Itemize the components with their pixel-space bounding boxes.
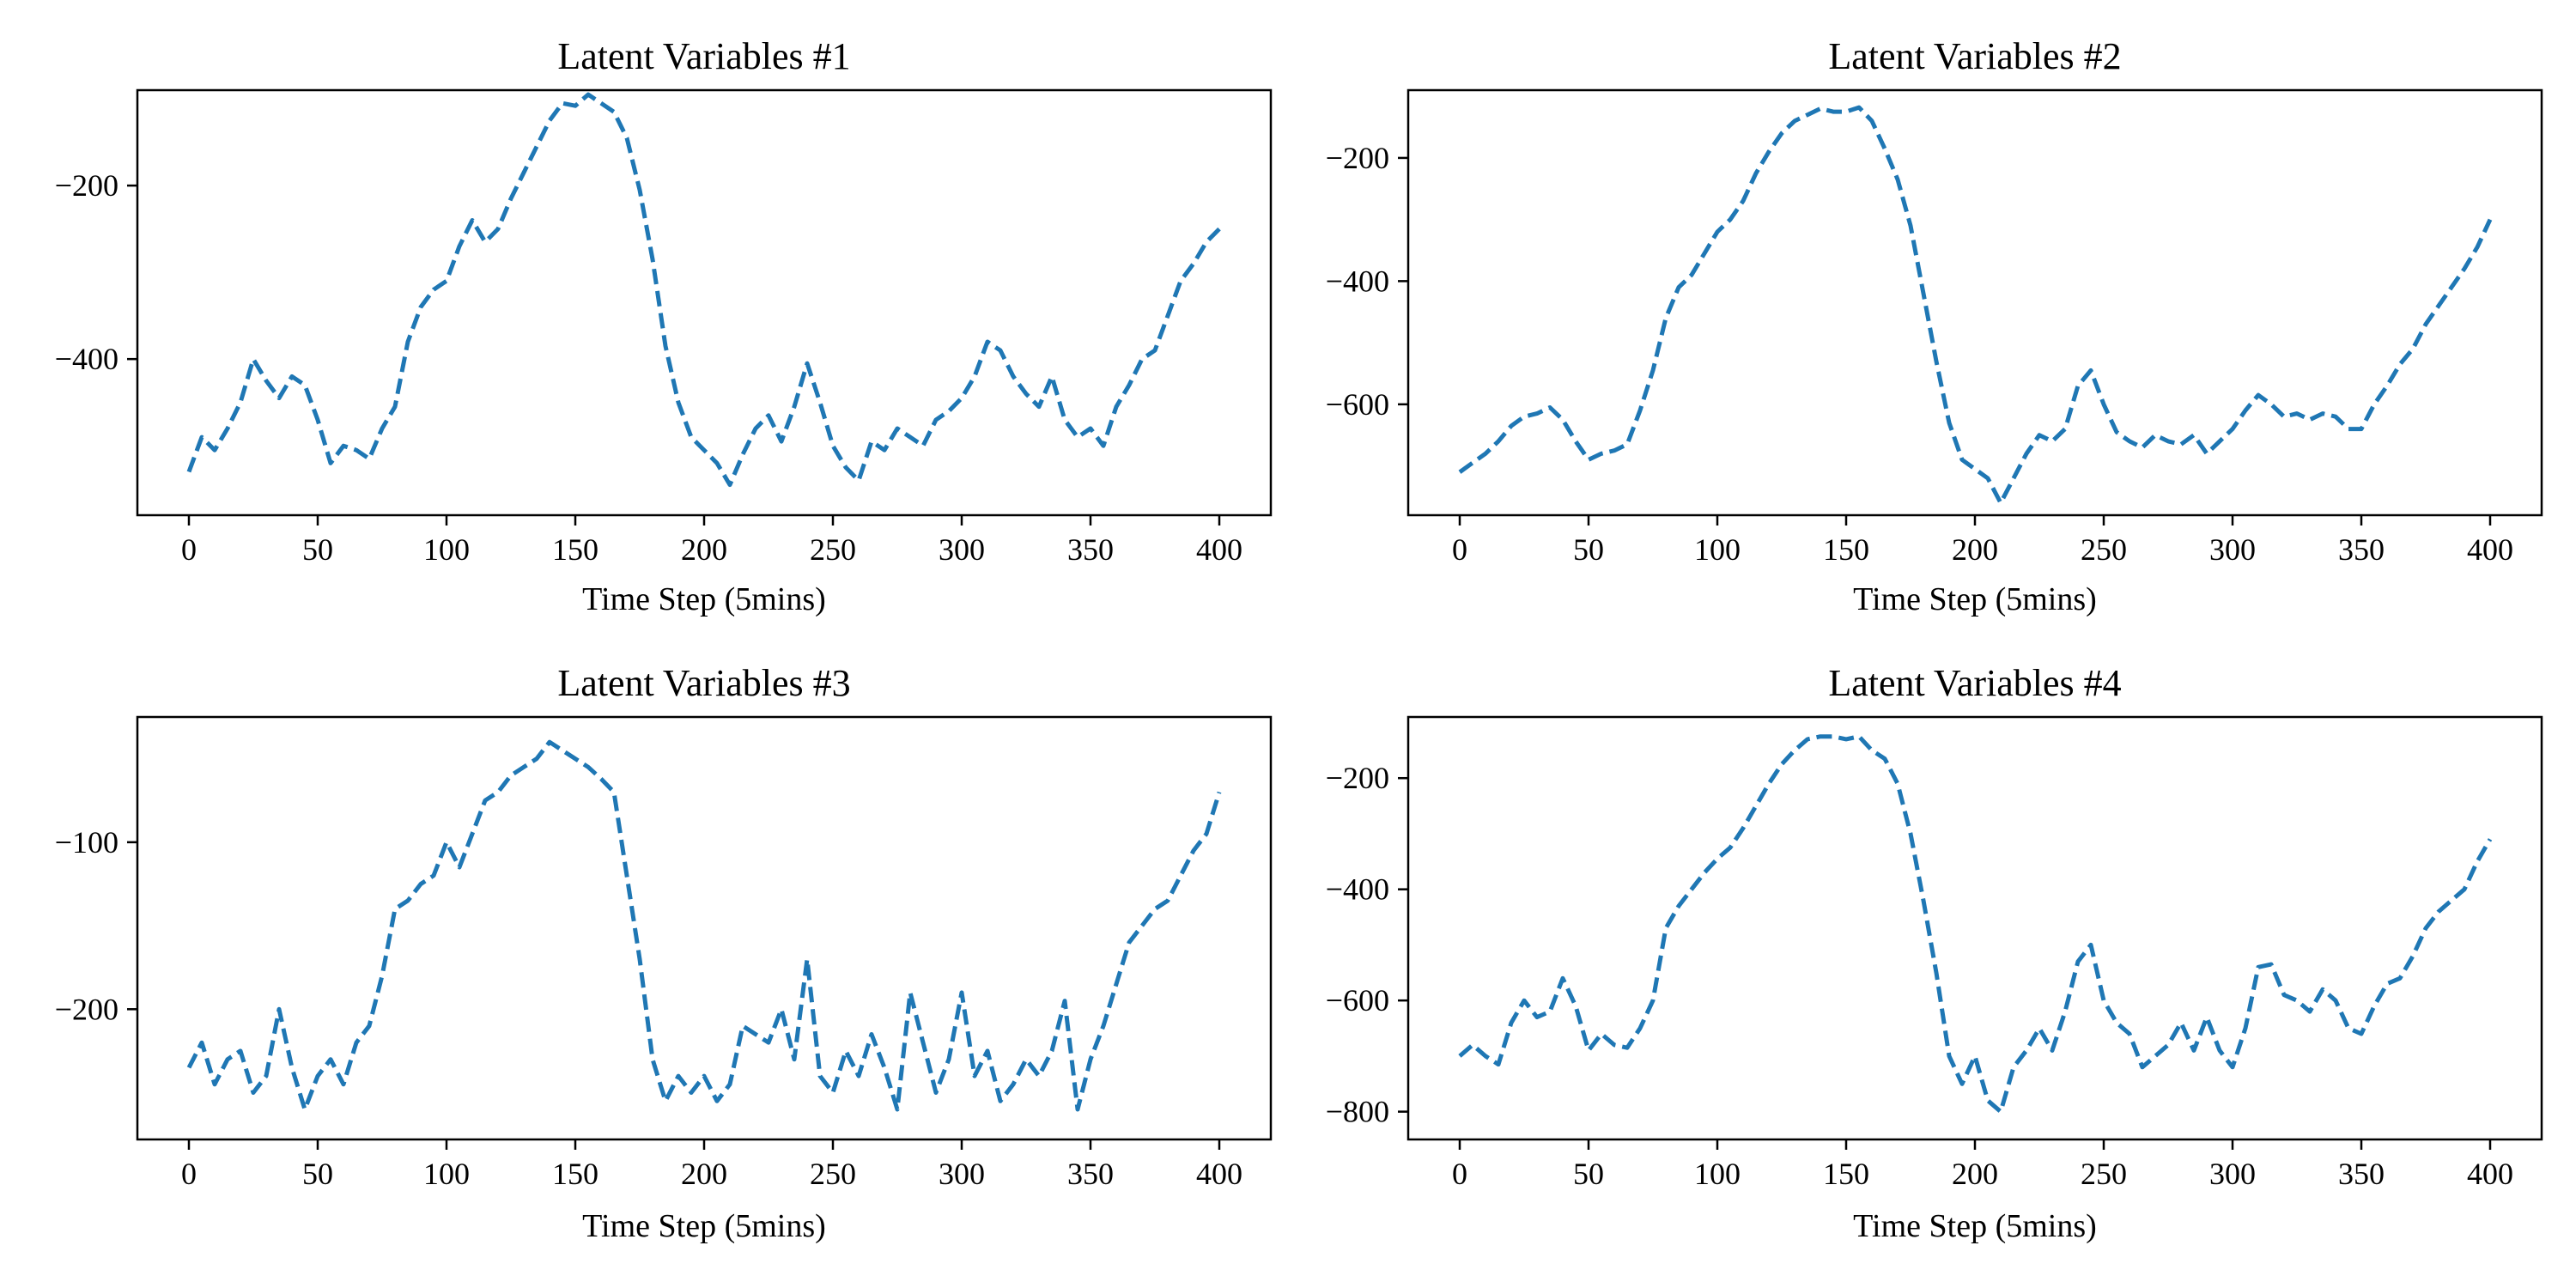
subplot-4-x-tick-label: 100	[1694, 1157, 1741, 1191]
subplot-2-xlabel: Time Step (5mins)	[1853, 581, 2097, 617]
subplot-3-x-tick-label: 300	[939, 1157, 985, 1191]
subplot-1-x-tick-label: 350	[1067, 532, 1114, 567]
subplot-3-y-tick-label: −200	[55, 992, 118, 1026]
subplot-4-x-tick-label: 150	[1823, 1157, 1869, 1191]
subplot-1-xlabel: Time Step (5mins)	[582, 581, 826, 617]
subplot-4-x-tick-label: 400	[2467, 1157, 2513, 1191]
subplot-3-x-tick-label: 200	[681, 1157, 727, 1191]
subplot-2-x-tick-label: 250	[2081, 532, 2127, 567]
subplot-1: Latent Variables #1 Time Step (5mins) 0 5…	[55, 35, 1273, 617]
subplot-1-x-tick-label: 250	[810, 532, 856, 567]
subplot-1-x-tick-label: 200	[681, 532, 727, 567]
subplot-2-x-tick-label: 200	[1952, 532, 1998, 567]
subplot-2-x-tick-label: 100	[1694, 532, 1741, 567]
subplot-1-y-tick-label: −400	[55, 342, 118, 376]
subplot-3-x-tick-label: 100	[423, 1157, 470, 1191]
subplot-1-title: Latent Variables #1	[557, 35, 850, 77]
subplot-1-x-tick-label: 150	[552, 532, 598, 567]
subplot-4-x-tick-label: 50	[1573, 1157, 1604, 1191]
subplot-4-x-tick-label: 200	[1952, 1157, 1998, 1191]
subplot-3-x-tick-label: 400	[1196, 1157, 1242, 1191]
subplot-4-y-tick-label: −600	[1326, 983, 1389, 1018]
subplot-3-x-tick-label: 150	[552, 1157, 598, 1191]
subplot-2-title: Latent Variables #2	[1828, 35, 2121, 77]
subplot-1-series-line	[186, 92, 1221, 488]
subplot-4-title: Latent Variables #4	[1828, 662, 2121, 704]
subplot-1-x-tick-label: 100	[423, 532, 470, 567]
subplot-4-y-tick-label: −400	[1326, 872, 1389, 907]
subplot-2-series-line	[1458, 105, 2493, 506]
subplot-4: Latent Variables #4 Time Step (5mins) 0 5…	[1326, 662, 2543, 1244]
subplot-3-xlabel: Time Step (5mins)	[582, 1208, 826, 1244]
subplot-4-x-tick-label: 250	[2081, 1157, 2127, 1191]
subplot-1-y-tick-label: −200	[55, 168, 118, 203]
subplot-2-y-tick-label: −600	[1326, 387, 1389, 422]
subplot-1-x-tick-label: 400	[1196, 532, 1242, 567]
subplot-4-xlabel: Time Step (5mins)	[1853, 1208, 2097, 1244]
subplot-3: Latent Variables #3 Time Step (5mins) 0 5…	[55, 662, 1273, 1244]
subplot-1-x-tick-label: 300	[939, 532, 985, 567]
subplot-3-x-tick-label: 250	[810, 1157, 856, 1191]
subplot-1-x-tick-label: 50	[302, 532, 333, 567]
subplot-3-y-tick-label: −100	[55, 825, 118, 860]
subplot-3-title: Latent Variables #3	[557, 662, 850, 704]
subplot-3-series-line	[186, 739, 1222, 1112]
subplot-4-x-tick-label: 0	[1452, 1157, 1467, 1191]
subplot-2-x-tick-label: 150	[1823, 532, 1869, 567]
subplot-2-x-tick-label: 350	[2338, 532, 2385, 567]
subplot-4-y-tick-label: −200	[1326, 761, 1389, 795]
subplot-4-y-tick-label: −800	[1326, 1095, 1389, 1129]
subplot-2-x-tick-label: 50	[1573, 532, 1604, 567]
subplot-2-x-tick-label: 400	[2467, 532, 2513, 567]
subplot-2-y-tick-label: −400	[1326, 264, 1389, 298]
subplot-4-x-tick-label: 350	[2338, 1157, 2385, 1191]
subplot-1-x-tick-label: 0	[181, 532, 197, 567]
subplot-4-x-tick-label: 300	[2209, 1157, 2256, 1191]
subplot-2-x-tick-label: 0	[1452, 532, 1467, 567]
subplot-2-y-tick-label: −200	[1326, 141, 1389, 175]
subplot-3-x-tick-label: 350	[1067, 1157, 1114, 1191]
subplot-3-x-tick-label: 0	[181, 1157, 197, 1191]
subplot-3-x-tick-label: 50	[302, 1157, 333, 1191]
subplot-2: Latent Variables #2 Time Step (5mins) 0 5…	[1326, 35, 2543, 617]
subplot-4-series-line	[1458, 734, 2493, 1115]
subplot-2-x-tick-label: 300	[2209, 532, 2256, 567]
